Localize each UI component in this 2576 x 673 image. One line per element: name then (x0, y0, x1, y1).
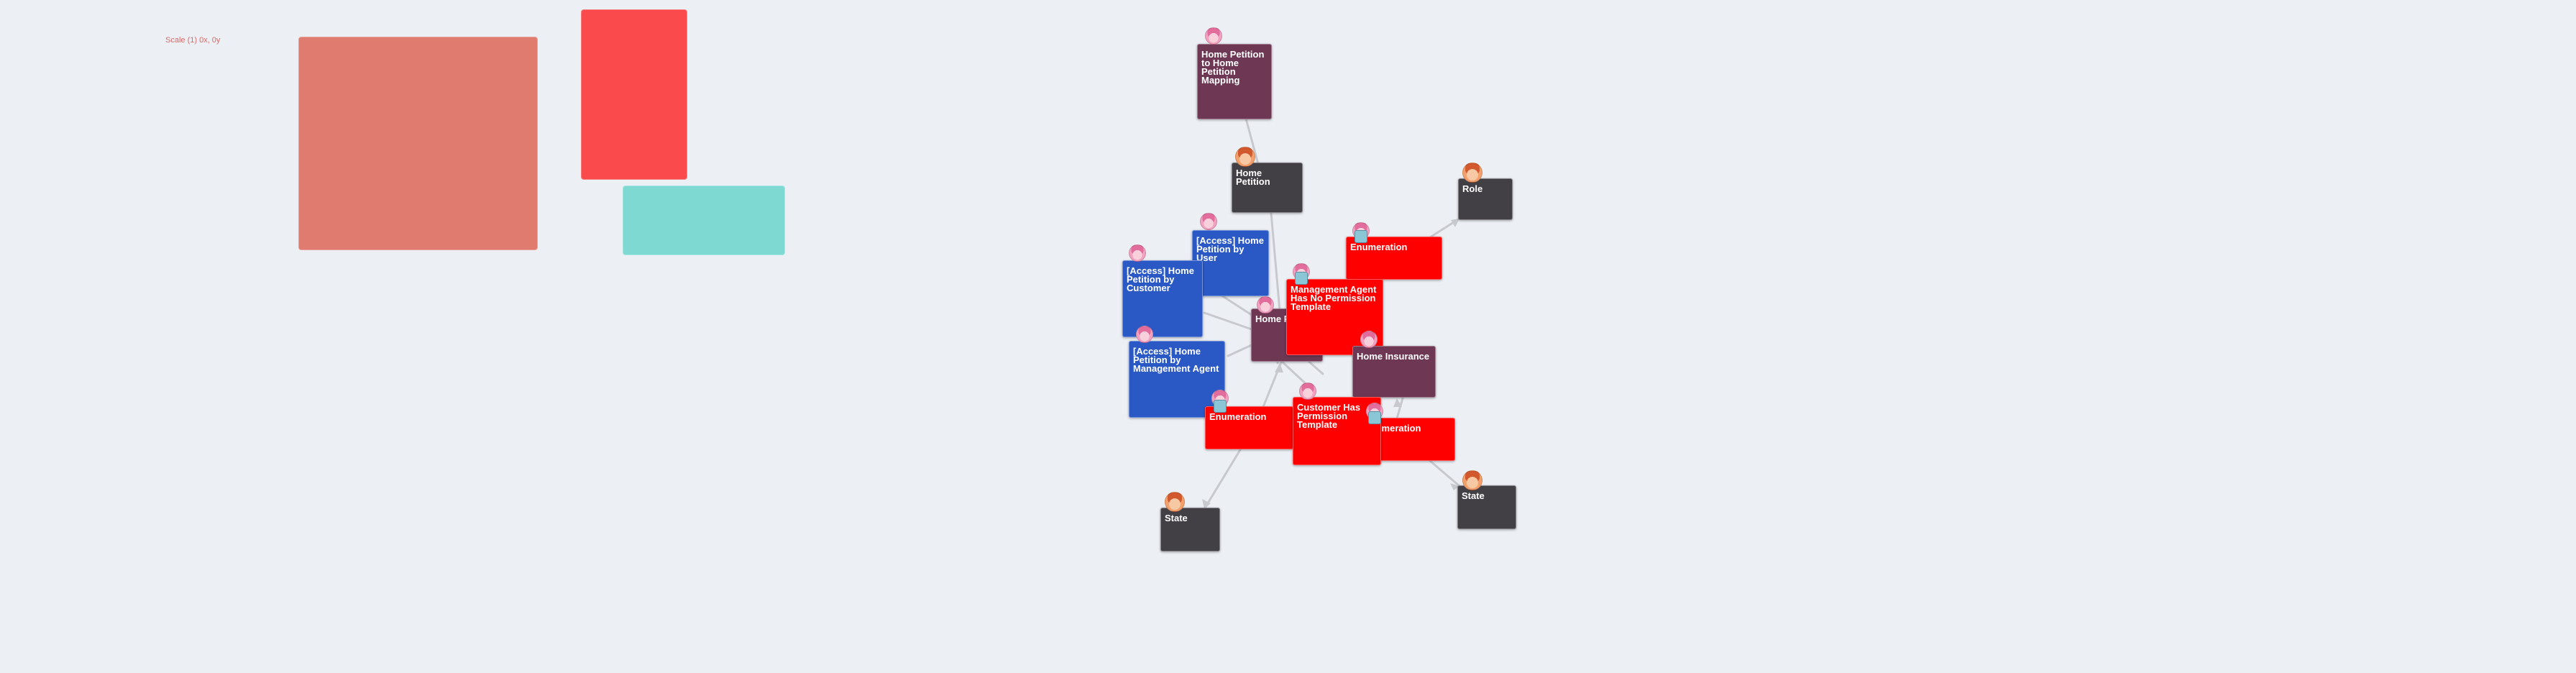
node-label: State (1462, 490, 1485, 501)
teal-block[interactable] (623, 186, 785, 255)
pink-avatar-icon (1257, 296, 1274, 313)
pink-avatar-icon (1129, 244, 1146, 262)
edge (1227, 342, 1256, 357)
node-label: Management Agent Has No Permission Templ… (1291, 284, 1377, 312)
node-label: [Access] Home Petition by Management Age… (1133, 346, 1219, 374)
node-label: Home Petition to Home Petition Mapping (1201, 49, 1265, 86)
edge (1395, 397, 1404, 420)
node-label: Customer Has Permission Template (1297, 402, 1361, 430)
pink-avatar-icon (1360, 331, 1378, 348)
node-label: [Access] Home Petition by Customer (1127, 265, 1194, 293)
node-label: Home Insurance (1357, 351, 1430, 362)
node-label: Home Petition (1236, 168, 1270, 187)
enum-chip-icon (1368, 411, 1381, 424)
enum-chip-icon (1355, 230, 1367, 243)
red-block[interactable] (581, 9, 687, 180)
edge (1203, 447, 1242, 511)
user-avatar-icon (1462, 470, 1482, 490)
edge (1428, 459, 1461, 487)
scale-label: Scale (1) 0x, 0y (165, 36, 221, 45)
salmon-block[interactable] (298, 37, 538, 250)
enum-chip-icon (1214, 400, 1227, 413)
node-enum-top[interactable]: Enumeration (1346, 237, 1442, 280)
pink-avatar-icon (1136, 326, 1153, 343)
user-avatar-icon (1462, 162, 1482, 183)
edge-arrowhead (1393, 398, 1402, 407)
node-access-mgmt[interactable]: [Access] Home Petition by Management Age… (1129, 341, 1225, 418)
edge-arrowhead (1202, 499, 1211, 509)
node-label: Role (1462, 183, 1483, 194)
node-state-right[interactable]: State (1457, 485, 1516, 529)
edge-arrowhead (1451, 219, 1459, 227)
node-home-insurance[interactable]: Home Insurance (1352, 346, 1436, 398)
node-label: Enumeration (1209, 411, 1267, 422)
node-label: Enumeration (1350, 242, 1408, 252)
node-access-user[interactable]: [Access] Home Petition by User (1192, 230, 1269, 296)
node-mapping[interactable]: Home Petition to Home Petition Mapping (1197, 44, 1272, 119)
node-access-customer[interactable]: [Access] Home Petition by Customer (1122, 260, 1203, 337)
pink-avatar-icon (1205, 27, 1222, 45)
node-home-petition-top[interactable]: Home Petition (1232, 162, 1303, 213)
node-label: State (1165, 513, 1188, 523)
enum-chip-icon (1295, 272, 1308, 285)
edge (1270, 211, 1281, 312)
edge (1203, 311, 1253, 331)
node-state-left[interactable]: State (1160, 508, 1220, 551)
edge (1245, 117, 1260, 165)
node-label: [Access] Home Petition by User (1196, 235, 1264, 263)
node-role[interactable]: Role (1458, 178, 1513, 220)
pink-avatar-icon (1200, 213, 1217, 230)
edge-arrowhead (1450, 483, 1459, 490)
user-avatar-icon (1235, 147, 1255, 167)
user-avatar-icon (1165, 492, 1185, 512)
edge-arrowhead (1275, 363, 1283, 372)
node-customer-template[interactable]: Customer Has Permission Template (1293, 397, 1381, 465)
pink-avatar-icon (1299, 383, 1316, 400)
node-enum-left[interactable]: Enumeration (1205, 406, 1293, 449)
